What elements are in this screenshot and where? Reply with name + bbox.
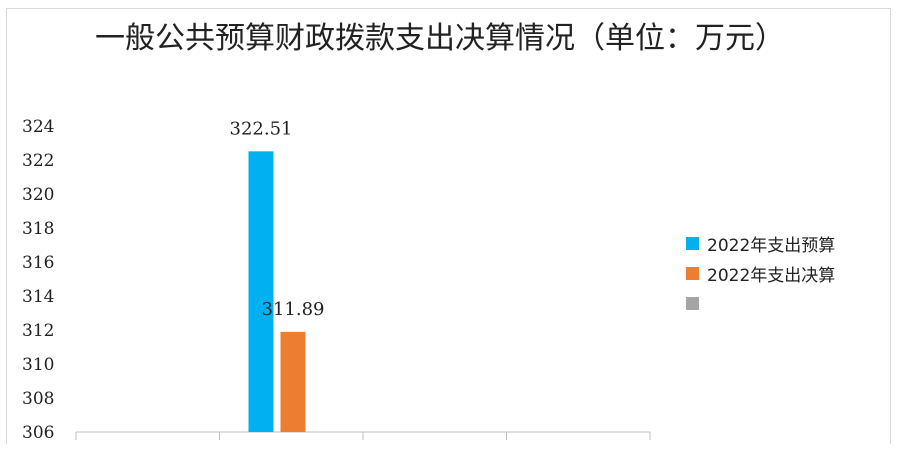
y-tick-label: 314 xyxy=(22,287,54,307)
y-tick-label: 316 xyxy=(22,253,54,273)
data-label: 322.51 xyxy=(230,118,293,139)
chart-frame xyxy=(6,8,891,444)
y-tick-label: 310 xyxy=(22,355,54,375)
bar-series-2 xyxy=(280,331,306,432)
legend-item-third xyxy=(686,288,835,318)
y-tick-label: 324 xyxy=(22,117,54,137)
chart-title: 一般公共预算财政拨款支出决算情况（单位：万元） xyxy=(95,21,785,56)
y-tick-label: 320 xyxy=(22,185,54,205)
legend-swatch-budget xyxy=(686,236,699,250)
legend-label-budget: 2022年支出预算 xyxy=(707,235,836,256)
bar-series-1 xyxy=(248,151,274,432)
legend: 2022年支出预算 2022年支出决算 xyxy=(686,228,835,318)
legend-item-budget: 2022年支出预算 xyxy=(686,228,835,258)
y-tick-label: 308 xyxy=(22,389,54,409)
y-tick-label: 306 xyxy=(22,423,54,443)
legend-item-actual: 2022年支出决算 xyxy=(686,258,835,288)
legend-swatch-third xyxy=(686,296,699,310)
legend-swatch-actual xyxy=(686,266,699,280)
legend-label-actual: 2022年支出决算 xyxy=(707,265,836,286)
y-tick-label: 312 xyxy=(22,321,54,341)
y-tick-label: 318 xyxy=(22,219,54,239)
y-tick-label: 322 xyxy=(22,151,54,171)
data-label: 311.89 xyxy=(262,299,325,320)
